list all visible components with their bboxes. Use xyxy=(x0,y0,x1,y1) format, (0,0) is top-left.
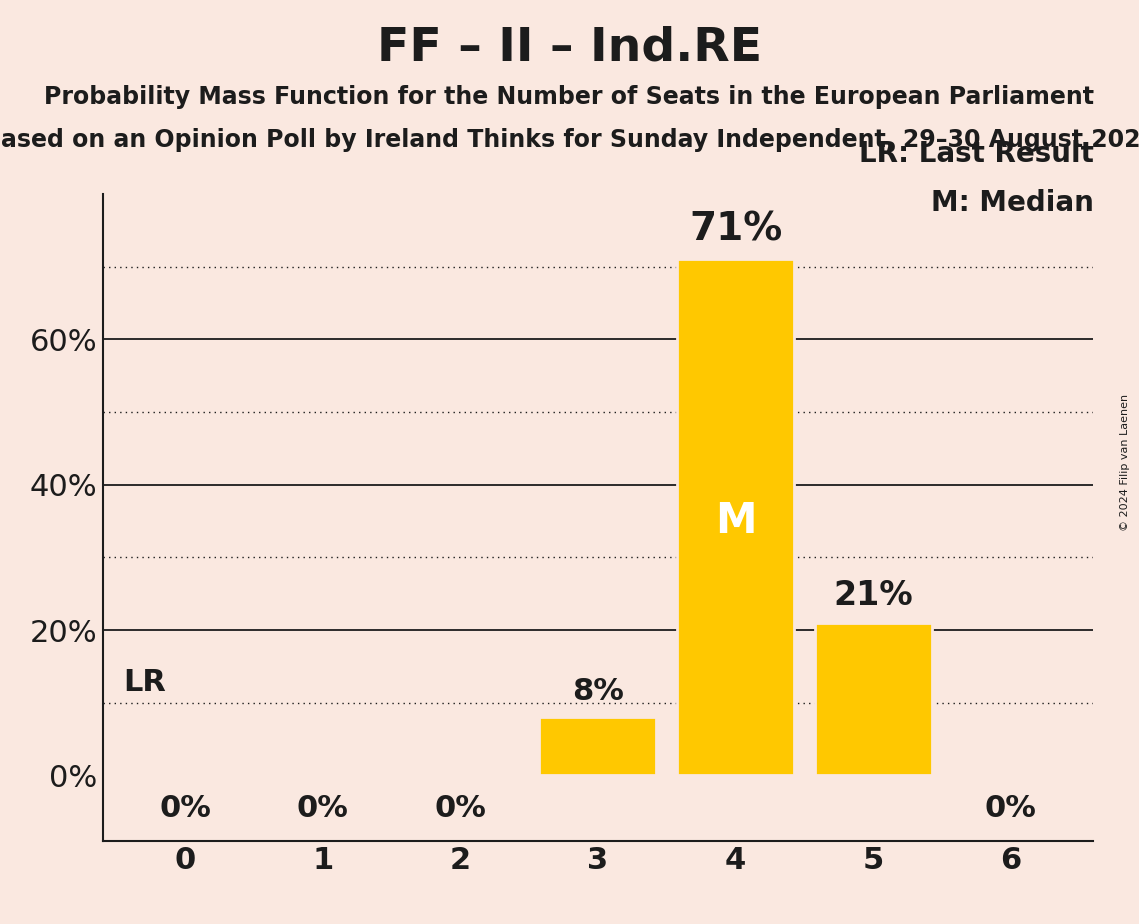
Text: M: Median: M: Median xyxy=(931,188,1093,217)
Text: 0%: 0% xyxy=(985,794,1036,822)
Text: Probability Mass Function for the Number of Seats in the European Parliament: Probability Mass Function for the Number… xyxy=(44,85,1095,109)
Text: © 2024 Filip van Laenen: © 2024 Filip van Laenen xyxy=(1120,394,1130,530)
Text: 8%: 8% xyxy=(572,677,624,706)
Text: LR: Last Result: LR: Last Result xyxy=(859,140,1093,168)
Bar xyxy=(540,717,656,775)
Text: 71%: 71% xyxy=(689,211,782,249)
Text: 21%: 21% xyxy=(834,579,913,612)
Text: LR: LR xyxy=(123,668,166,697)
Text: M: M xyxy=(715,500,756,542)
Text: FF – II – Ind.RE: FF – II – Ind.RE xyxy=(377,26,762,71)
Text: Based on an Opinion Poll by Ireland Thinks for Sunday Independent, 29–30 August : Based on an Opinion Poll by Ireland Thin… xyxy=(0,128,1139,152)
Text: 0%: 0% xyxy=(159,794,211,822)
Text: 0%: 0% xyxy=(297,794,349,822)
Bar xyxy=(814,623,932,775)
Text: 0%: 0% xyxy=(434,794,486,822)
Bar xyxy=(677,260,794,775)
